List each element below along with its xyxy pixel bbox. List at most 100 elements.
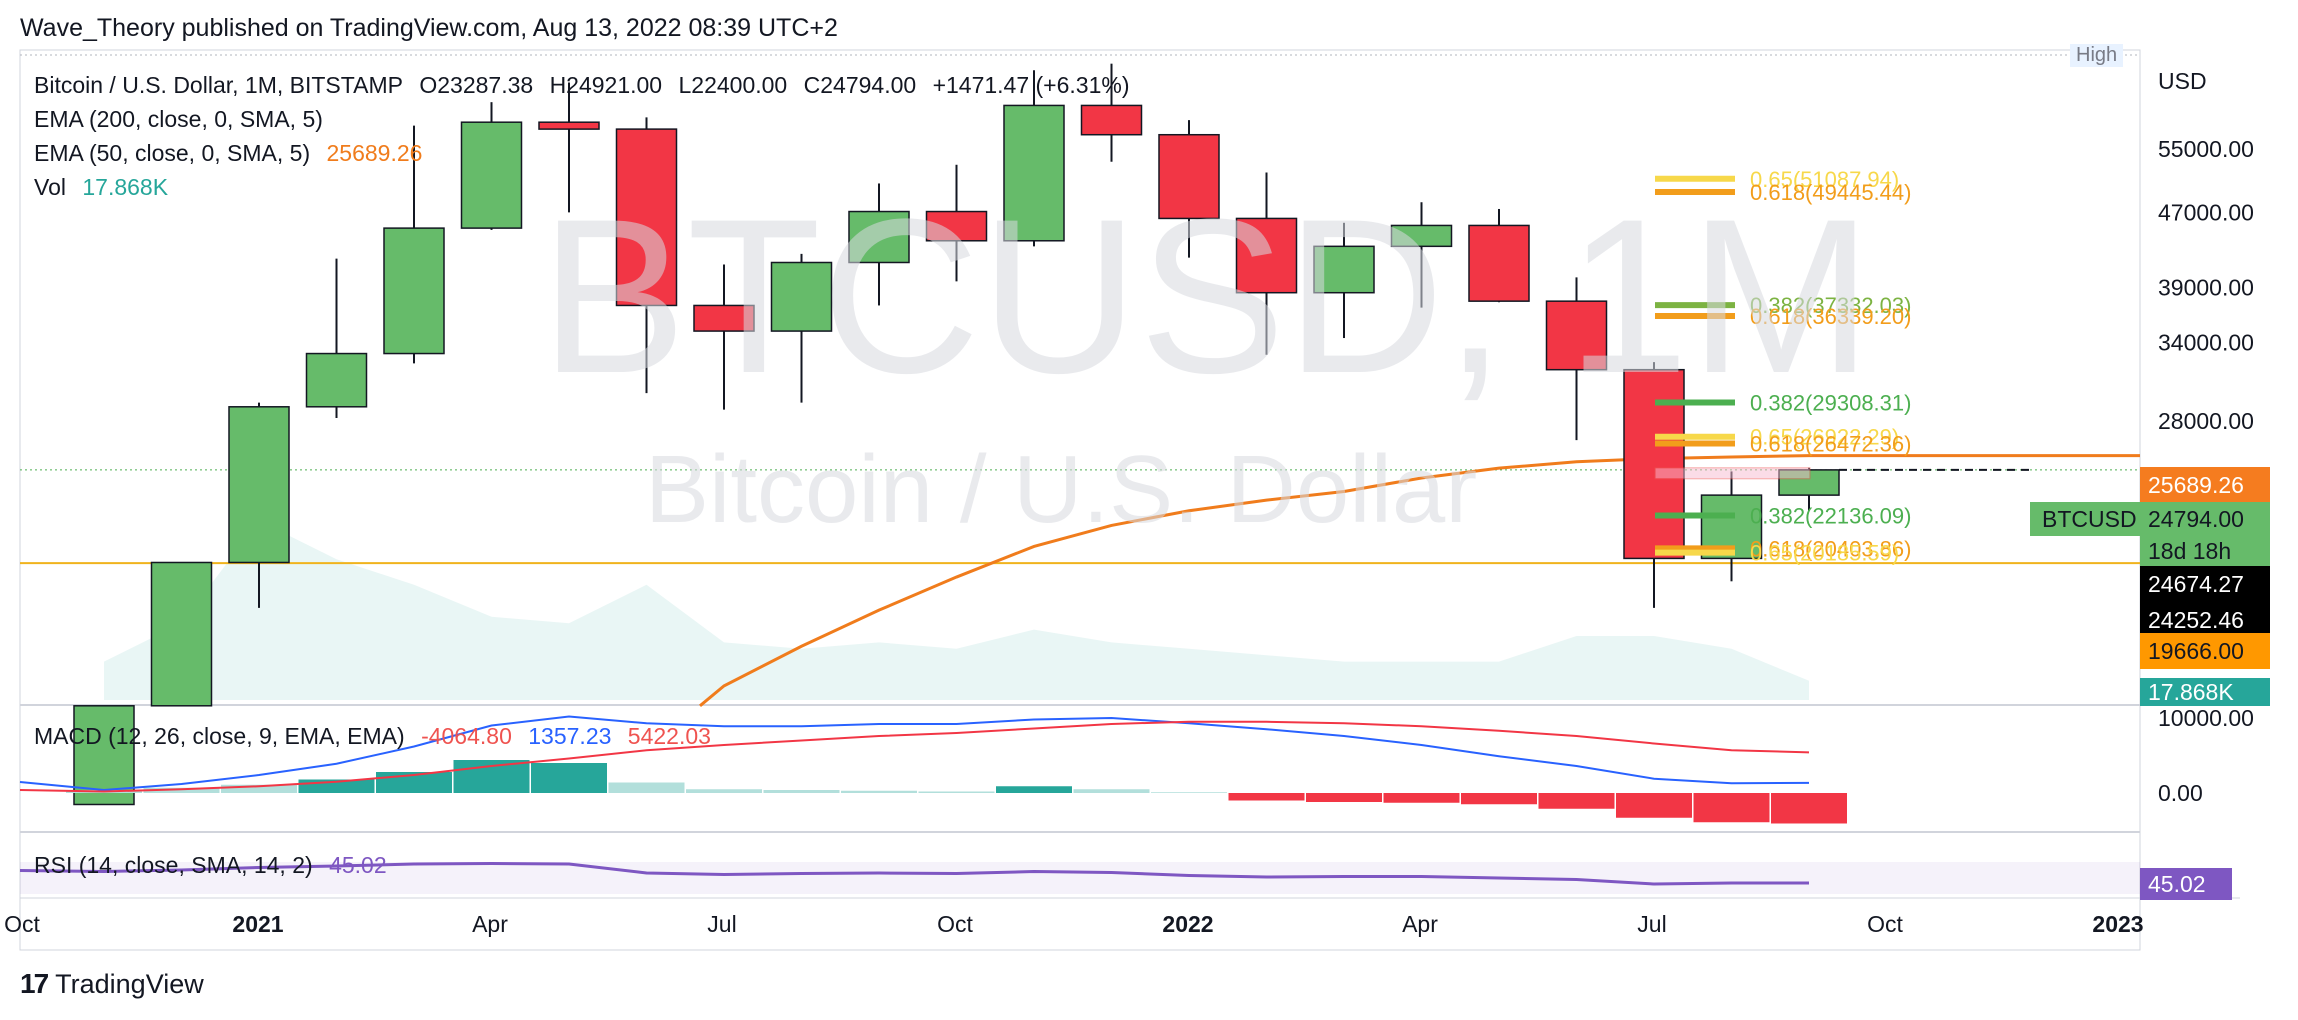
legend-ema50: EMA (50, close, 0, SMA, 5) 25689.26 [34,140,432,167]
macd-hist-bar-18 [1461,793,1537,805]
legend-macd-hist: -4064.80 [421,723,512,749]
candle-body-7 [615,128,678,307]
price-tick-4: 28000.00 [2158,408,2254,434]
price-tick-3: 34000.00 [2158,330,2254,356]
macd-hist-bar-17 [1383,793,1460,803]
rsi-line [19,861,1810,886]
time-tick-3: Jul [707,911,736,937]
legend-rsi: RSI (14, close, SMA, 14, 2) 45.02 [34,852,397,879]
legend-open: O23287.38 [419,72,534,98]
candle-body-9 [770,261,833,332]
target-box [1654,467,1811,480]
macd-hist-bar-19 [1538,793,1615,809]
macd-hist-bar-9 [763,790,840,793]
legend-ema50-label: EMA (50, close, 0, SMA, 5) [34,140,311,166]
time-tick-6: Apr [1402,911,1438,937]
fib-label-9: 0.65(20185.59) [1750,541,1899,566]
legend-volume: Vol 17.868K [34,174,178,201]
candle-body-20 [1623,368,1685,560]
macd-hist-bar-14 [1151,792,1227,793]
candle-body-6 [538,121,600,130]
macd-hist-bar-15 [1228,793,1305,801]
fib-label-6: 0.618(26472.36) [1750,432,1911,457]
candle-body-3 [305,352,368,408]
legend-rsi-label: RSI (14, close, SMA, 14, 2) [34,852,313,878]
time-tick-7: Jul [1637,911,1666,937]
time-tick-9: 2023 [2092,911,2143,937]
time-tick-2: Apr [472,911,508,937]
macd-hist-bar-21 [1693,793,1770,823]
macd-hist-bar-20 [1616,793,1692,818]
candle-body-22 [1778,469,1840,496]
macd-hist-bar-22 [1771,793,1847,824]
price-tag-1: 24674.27 [2140,566,2270,602]
macd-tick-0: 10000.00 [2158,705,2254,731]
macd-hist-bar-6 [531,763,607,793]
axis-currency: USD [2158,68,2207,94]
rsi-band [20,862,2140,894]
legend-vol-label: Vol [34,174,66,200]
macd-hist-bar-10 [841,790,917,793]
volume-area [104,520,1809,700]
legend-symbol: Bitcoin / U.S. Dollar, 1M, BITSTAMP [34,72,403,98]
legend-macd-label: MACD (12, 26, close, 9, EMA, EMA) [34,723,405,749]
candle-body-15 [1235,217,1298,294]
candle-body-18 [1468,224,1530,302]
countdown-tag: 18d 18h [2140,534,2270,568]
ema50-price-tag: 25689.26 [2140,467,2270,503]
macd-signal-line [19,720,1810,793]
price-chart[interactable]: 0.65(51087.94)0.618(49445.44) 0.382(37332… [0,0,2298,960]
macd-hist-bar-16 [1306,793,1382,802]
footer-brand-text: TradingView [55,968,204,999]
fib-label-0: 0.65(51087.94) [1750,167,1899,192]
footer-brand[interactable]: 17 TradingView [20,968,204,1000]
candle-body-4 [383,227,445,355]
legend-macd-line: 1357.23 [528,723,612,749]
candle-body-2 [228,406,290,564]
fib-label-1: 0.618(49445.44) [1750,180,1911,205]
macd-hist-bar-12 [996,786,1072,793]
legend-high: H24921.00 [549,72,663,98]
candle-body-16 [1313,245,1375,294]
legend-change: +1471.47 (+6.31%) [932,72,1130,98]
rsi-tag: 45.02 [2140,868,2232,900]
legend-low: L22400.00 [678,72,788,98]
macd-hist-bar-13 [1073,789,1150,793]
price-tag-2: 24252.46 [2140,602,2270,638]
candle-body-17 [1390,224,1453,248]
time-tick-4: Oct [937,911,973,937]
candle-body-5 [460,121,523,229]
candle-body-8 [693,304,755,332]
time-tick-5: 2022 [1162,911,1213,937]
legend-ema200: EMA (200, close, 0, SMA, 5) [34,106,333,133]
fib-label-7: 0.382(22136.09) [1750,504,1911,529]
legend-macd-signal: 5422.03 [627,723,711,749]
macd-hist-bar-1 [143,787,220,793]
macd-hist-bar-5 [453,760,530,793]
candle-body-13 [1080,104,1143,136]
fib-label-8: 0.618(20403.86) [1750,536,1911,561]
price-tick-1: 47000.00 [2158,199,2254,225]
macd-hist-bar-8 [686,789,762,793]
high-label: High [2070,44,2124,67]
candle-body-1 [150,561,213,707]
time-tick-1: 2021 [232,911,283,937]
legend-ema50-value: 25689.26 [326,140,423,166]
macd-line [19,715,1810,792]
legend-vol-value: 17.868K [82,174,169,200]
macd-hist-bar-7 [608,782,685,793]
price-tick-2: 39000.00 [2158,275,2254,301]
candle-body-19 [1545,300,1608,371]
legend-macd: MACD (12, 26, close, 9, EMA, EMA) -4064.… [34,723,721,750]
symbol-tag: BTCUSD [2030,502,2149,536]
price-tick-0: 55000.00 [2158,136,2254,162]
time-tick-0: Oct [4,911,40,937]
candle-body-14 [1158,133,1220,220]
legend-main: Bitcoin / U.S. Dollar, 1M, BITSTAMP O232… [34,72,1140,99]
fib-label-4: 0.382(29308.31) [1750,391,1911,416]
time-tick-8: Oct [1867,911,1903,937]
volume-tag: 17.868K [2140,678,2270,706]
legend-rsi-value: 45.02 [329,852,387,878]
legend-ema200-label: EMA (200, close, 0, SMA, 5) [34,106,323,132]
support-tag: 19666.00 [2140,633,2270,669]
